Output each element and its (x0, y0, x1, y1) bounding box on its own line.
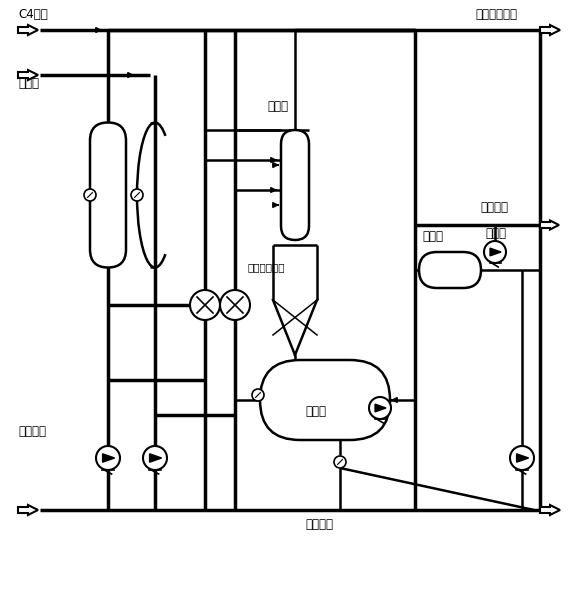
FancyBboxPatch shape (419, 252, 481, 288)
Text: 微通道反应区: 微通道反应区 (247, 262, 285, 272)
Text: 聚结器: 聚结器 (422, 230, 443, 243)
Text: 新鲜硫酸: 新鲜硫酸 (18, 425, 46, 438)
Polygon shape (517, 454, 529, 462)
Polygon shape (18, 505, 38, 515)
Polygon shape (540, 25, 560, 35)
Polygon shape (103, 454, 115, 462)
Text: 去分离、制冷: 去分离、制冷 (475, 8, 517, 21)
Polygon shape (540, 505, 560, 515)
Polygon shape (540, 220, 559, 229)
Circle shape (484, 241, 506, 263)
Polygon shape (150, 454, 162, 462)
FancyBboxPatch shape (281, 130, 309, 240)
FancyBboxPatch shape (90, 122, 126, 268)
Circle shape (510, 446, 534, 470)
Circle shape (190, 290, 220, 320)
Circle shape (143, 446, 167, 470)
Text: 制冷剂: 制冷剂 (18, 77, 39, 90)
Text: 循环硫酸: 循环硫酸 (305, 518, 333, 531)
Circle shape (220, 290, 250, 320)
Text: C4原料: C4原料 (18, 8, 48, 21)
Circle shape (84, 189, 96, 201)
Text: 反应器: 反应器 (267, 100, 288, 113)
Text: 去分离: 去分离 (485, 227, 506, 240)
Text: 分离罐: 分离罐 (305, 405, 326, 418)
Text: 烷基化油: 烷基化油 (480, 201, 508, 214)
Polygon shape (18, 70, 38, 80)
Circle shape (252, 389, 264, 401)
FancyBboxPatch shape (260, 360, 390, 440)
Circle shape (334, 456, 346, 468)
Circle shape (131, 189, 143, 201)
Polygon shape (18, 25, 38, 35)
Polygon shape (375, 404, 386, 412)
Circle shape (96, 446, 120, 470)
Circle shape (369, 397, 391, 419)
Polygon shape (490, 248, 501, 256)
